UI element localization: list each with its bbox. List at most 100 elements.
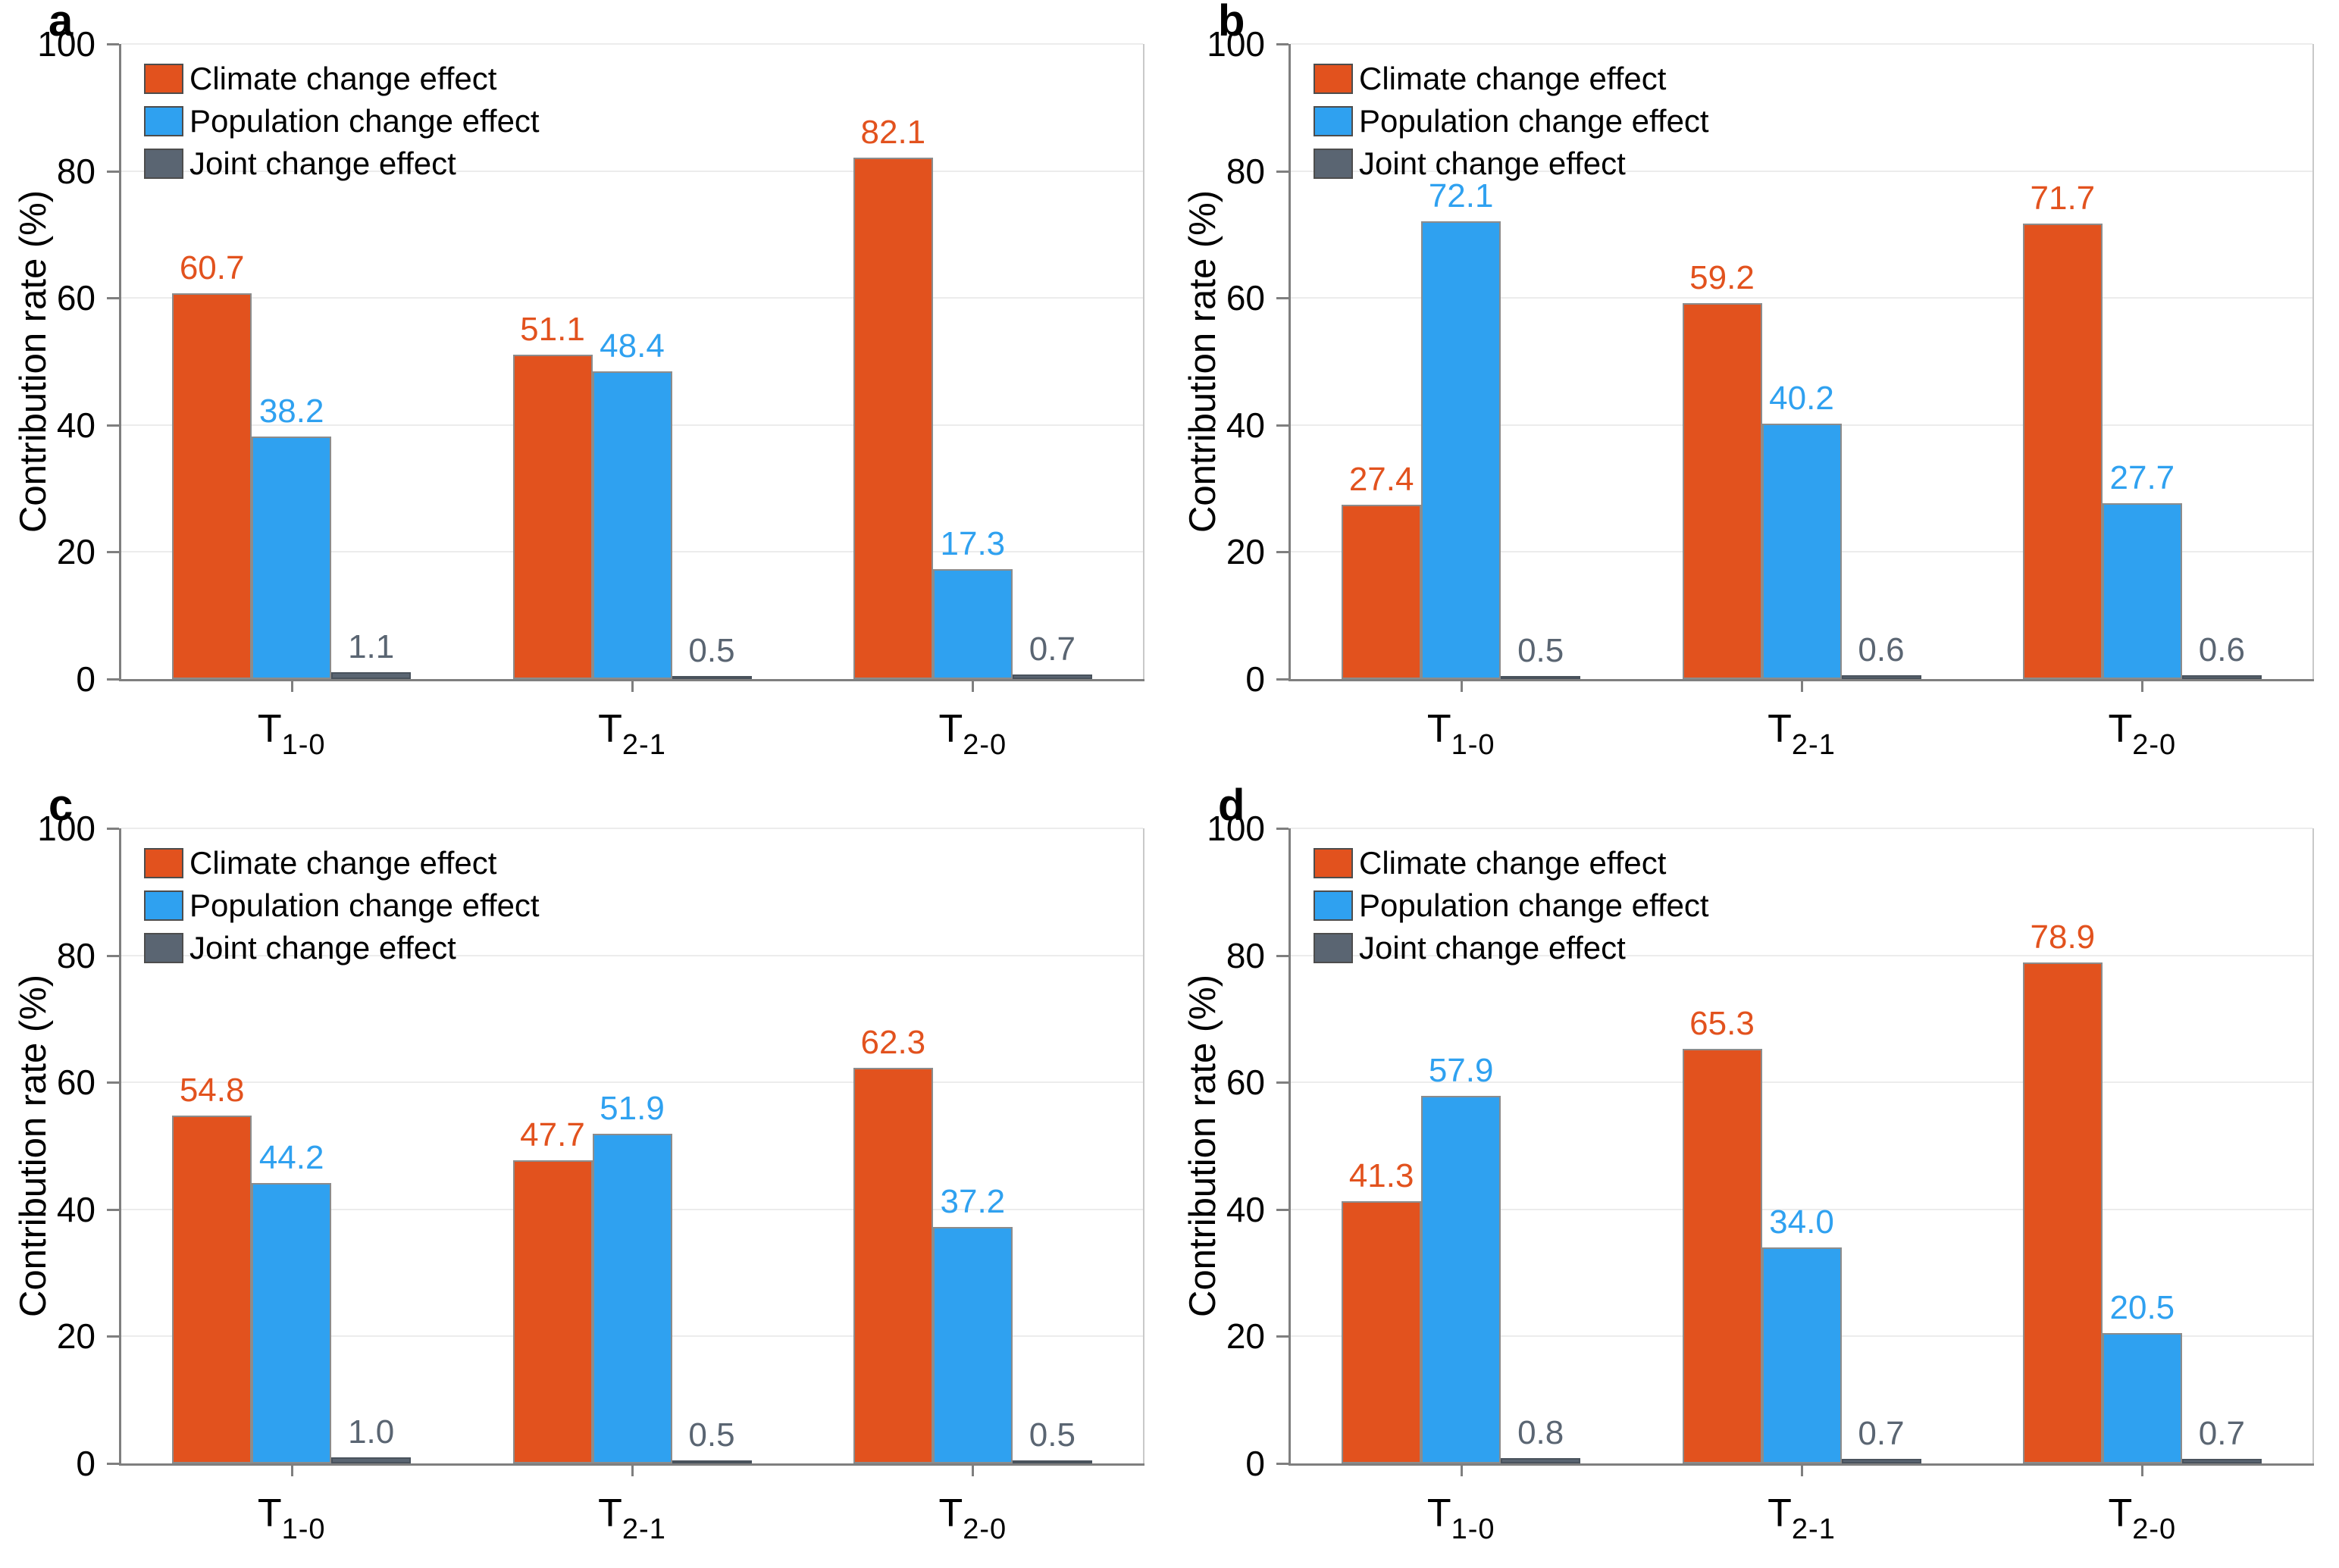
x-category-subscript: 2-1 [622,1513,666,1545]
legend-label: Climate change effect [189,845,497,881]
gridline [1291,828,2312,829]
y-tick-mark [107,43,119,45]
y-axis-line [119,828,121,1466]
value-label-joint: 0.7 [1858,1415,1905,1453]
x-tick-mark [290,681,293,692]
gridline [1291,1208,2312,1210]
x-category-label: T2-1 [598,706,666,761]
value-label-joint: 0.8 [1517,1414,1564,1452]
value-label-population: 44.2 [258,1138,324,1176]
legend-label: Joint change effect [189,930,456,966]
y-tick-mark [1276,828,1288,830]
panel-letter: b [1218,0,1245,45]
x-tick-mark [631,681,634,692]
legend-label: Climate change effect [1359,61,1667,96]
bar-population [252,436,332,679]
x-category-subscript: 2-0 [2132,729,2177,761]
x-axis-line [119,1463,1144,1466]
bar-climate [853,158,933,679]
value-label-population: 20.5 [2109,1289,2175,1327]
x-category-subscript: 1-0 [1451,1513,1495,1545]
x-category-subscript: 1-0 [1451,729,1495,761]
x-category-subscript: 2-0 [963,729,1007,761]
legend-item: Climate change effect [1314,61,1709,97]
y-tick-mark [1276,297,1288,300]
y-tick-label: 100 [1207,24,1265,64]
y-tick-label: 100 [37,24,96,64]
value-label-joint: 0.5 [688,1416,735,1454]
legend-item: Joint change effect [1314,930,1709,966]
legend-swatch-population [144,106,183,136]
value-label-climate: 60.7 [179,249,245,287]
x-category-base: T [2108,707,2133,751]
legend-label: Joint change effect [1359,146,1626,181]
x-category-subscript: 1-0 [281,729,326,761]
legend-swatch-joint [1314,149,1353,179]
panel-letter: c [49,781,74,830]
x-category-base: T [1768,1491,1792,1535]
y-tick-mark [107,424,119,427]
y-tick-label: 40 [1226,1189,1265,1229]
y-tick-label: 20 [1226,532,1265,572]
value-label-climate: 59.2 [1689,258,1755,296]
gridline [121,43,1143,45]
value-label-joint: 0.5 [688,631,735,669]
bar-climate [512,1160,593,1463]
value-label-climate: 62.3 [860,1023,926,1061]
y-tick-label: 80 [56,935,96,975]
bar-joint [1012,674,1092,679]
legend-swatch-population [144,890,183,921]
x-category-base: T [257,707,282,751]
bar-population [2102,1333,2182,1463]
value-label-population: 51.9 [600,1090,665,1128]
y-axis-line [1288,44,1291,681]
x-category-subscript: 1-0 [281,1513,326,1545]
legend-item: Joint change effect [1314,146,1709,182]
plot-right-border [2312,828,2314,1463]
legend: Climate change effect Population change e… [144,845,540,966]
y-tick-mark [107,678,119,681]
bar-population [1761,424,1842,679]
bar-joint [2181,674,2262,679]
bar-joint [1501,675,1581,679]
y-axis-line [119,44,121,681]
x-category-base: T [938,1491,963,1535]
y-tick-mark [107,828,119,830]
y-tick-mark [1276,424,1288,427]
bar-population [252,1182,332,1463]
bar-joint [1012,1460,1092,1463]
x-tick-mark [2141,681,2144,692]
y-tick-label: 80 [56,151,96,191]
x-tick-mark [1801,1466,1803,1476]
x-category-base: T [598,707,622,751]
legend-label: Population change effect [1359,887,1709,923]
value-label-population: 34.0 [1769,1203,1834,1241]
legend-swatch-joint [144,933,183,963]
bar-population [592,1134,672,1463]
y-tick-label: 20 [1226,1316,1265,1357]
x-axis-line [1288,679,2314,681]
bar-joint [1841,674,1921,679]
plot-right-border [1143,828,1144,1463]
y-tick-label: 60 [1226,278,1265,318]
panel-a: a Contribution rate (%) 0 20 40 60 80 100 T1-0 60… [0,0,1170,784]
y-tick-mark [107,297,119,300]
x-category-base: T [938,707,963,751]
x-category-base: T [598,1491,622,1535]
y-tick-label: 20 [56,1316,96,1357]
x-axis-line [119,679,1144,681]
x-category-label: T2-0 [2108,706,2176,761]
legend-swatch-joint [1314,933,1353,963]
gridline [121,297,1143,299]
y-tick-mark [1276,1463,1288,1465]
bar-population [592,371,672,679]
y-tick-label: 60 [1226,1063,1265,1103]
plot-right-border [2312,44,2314,679]
legend: Climate change effect Population change e… [144,61,540,182]
value-label-climate: 65.3 [1689,1004,1755,1042]
y-axis-title: Contribution rate (%) [1182,974,1223,1318]
y-axis-line [1288,828,1291,1466]
y-tick-label: 80 [1226,935,1265,975]
legend-item: Climate change effect [144,845,540,881]
legend-swatch-climate [144,64,183,94]
